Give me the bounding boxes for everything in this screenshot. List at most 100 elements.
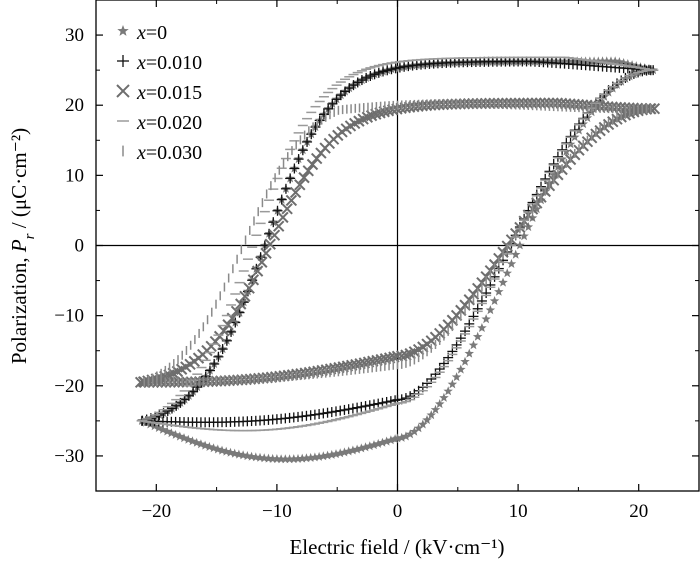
data-point	[418, 419, 428, 429]
data-point	[213, 351, 224, 362]
data-point	[281, 203, 293, 215]
data-point	[280, 183, 291, 194]
data-point	[284, 454, 295, 464]
data-point	[477, 323, 487, 332]
data-point	[217, 344, 228, 355]
data-point	[557, 154, 567, 164]
data-point	[322, 450, 333, 460]
data-point	[397, 432, 407, 442]
data-point	[360, 442, 371, 452]
legend-marker-0	[117, 25, 129, 36]
data-point	[326, 407, 337, 418]
data-point	[401, 431, 411, 441]
legend-label-3: x=0.020	[136, 112, 202, 134]
y-tick-label: 20	[65, 95, 84, 116]
data-point	[314, 451, 324, 461]
legend-var: x	[136, 142, 146, 164]
series-4	[143, 99, 652, 387]
data-point	[506, 258, 517, 268]
data-point	[456, 364, 466, 374]
data-point	[394, 62, 405, 73]
legend-label-0: x=0	[136, 22, 167, 44]
y-tick-label: −30	[54, 446, 84, 467]
y-axis-title-main: Polarization,	[7, 252, 31, 364]
data-point	[209, 358, 220, 369]
data-point	[476, 295, 487, 306]
data-point	[298, 171, 310, 184]
data-point	[196, 439, 206, 449]
data-point	[356, 443, 367, 453]
data-point	[348, 445, 358, 455]
data-point	[293, 453, 303, 463]
data-point	[314, 115, 325, 126]
data-point	[409, 426, 420, 436]
axis-ticks	[95, 0, 700, 492]
data-point	[289, 186, 302, 199]
data-point	[519, 231, 529, 241]
data-point	[310, 152, 323, 165]
data-point	[485, 305, 496, 315]
data-point	[343, 446, 354, 456]
data-point	[301, 453, 312, 463]
data-point	[439, 392, 449, 402]
data-point	[222, 319, 234, 331]
legend-marker-2	[116, 84, 130, 98]
data-point	[154, 423, 164, 432]
data-point	[386, 64, 397, 75]
data-point	[331, 449, 341, 459]
data-point	[339, 447, 350, 457]
data-point	[166, 403, 177, 414]
data-point	[531, 189, 542, 200]
data-point	[276, 454, 286, 464]
data-point	[548, 158, 559, 169]
data-point	[297, 145, 308, 156]
data-point	[267, 453, 278, 463]
data-point	[243, 282, 255, 294]
data-point	[208, 443, 219, 453]
data-point	[356, 75, 367, 86]
data-point	[443, 386, 453, 396]
data-point	[247, 274, 260, 286]
data-point	[289, 163, 300, 174]
data-point	[460, 356, 470, 366]
data-point	[285, 173, 296, 184]
legend-value: =0.015	[146, 82, 202, 104]
data-point	[323, 103, 334, 114]
data-point	[561, 138, 572, 149]
data-point	[364, 400, 375, 411]
data-point	[302, 165, 314, 177]
data-point	[251, 265, 264, 277]
data-point	[256, 256, 268, 268]
data-point	[352, 444, 362, 454]
data-point	[468, 340, 479, 350]
data-point	[330, 406, 341, 417]
data-point	[467, 288, 480, 300]
data-point	[390, 434, 400, 444]
data-point	[373, 67, 384, 78]
data-point	[264, 238, 276, 250]
legend-label-4: x=0.030	[136, 142, 202, 164]
legend-var: x	[136, 22, 146, 44]
data-point	[289, 454, 299, 464]
data-point	[171, 400, 182, 411]
data-point	[498, 277, 508, 287]
data-point	[352, 402, 363, 413]
data-point	[235, 298, 247, 310]
data-point	[510, 249, 521, 259]
data-point	[230, 305, 243, 318]
data-point	[377, 437, 388, 447]
data-point	[191, 437, 202, 447]
data-point	[183, 434, 193, 444]
data-point	[200, 440, 210, 450]
data-point	[489, 271, 500, 282]
data-point	[489, 296, 500, 305]
data-point	[361, 72, 372, 83]
data-point	[302, 136, 313, 147]
data-point	[306, 129, 317, 140]
data-point	[347, 403, 358, 414]
data-point	[310, 452, 320, 462]
data-point	[365, 441, 375, 451]
data-point	[614, 57, 625, 66]
x-tick-label: −10	[262, 501, 292, 522]
